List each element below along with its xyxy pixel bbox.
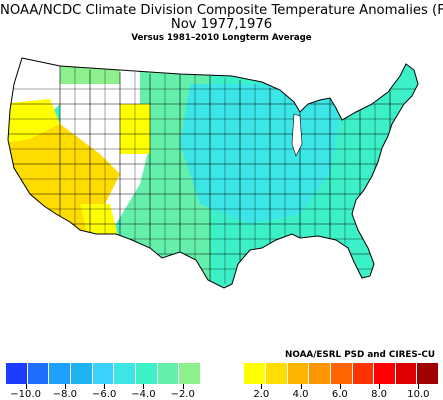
division-boundaries (8, 58, 418, 284)
legend-tick-label: 8.0 (371, 389, 388, 400)
legend-swatch (70, 363, 93, 384)
map-title: NOAA/NCDC Climate Division Composite Tem… (0, 3, 443, 18)
legend-swatch (287, 363, 310, 384)
state-boundary-lines (8, 58, 418, 284)
legend-swatch (330, 363, 353, 384)
legend-tick-label: 2.0 (253, 389, 270, 400)
legend-tick (64, 384, 66, 389)
legend-tick-label: 10.0 (407, 389, 430, 400)
legend-tick-label: −6.0 (92, 389, 117, 400)
map-period: Nov 1977,1976 (170, 17, 273, 32)
legend-tick-label: −8.0 (52, 389, 78, 400)
color-bar-ticks (6, 384, 438, 389)
color-bar (6, 363, 439, 384)
legend-swatch (309, 363, 331, 384)
map-baseline: Versus 1981–2010 Longterm Average (131, 33, 312, 43)
legend-tick (25, 384, 27, 389)
legend-swatch (135, 363, 158, 384)
legend-swatch (6, 363, 28, 384)
anomaly-map (7, 57, 419, 289)
legend-swatch (417, 363, 439, 384)
legend-swatch (92, 363, 115, 384)
legend-tick (418, 384, 420, 389)
legend-tick (339, 384, 341, 389)
legend-swatch (200, 363, 223, 384)
legend-tick (143, 384, 145, 389)
legend-tick-label: −2.0 (170, 389, 195, 400)
legend-swatch (157, 363, 180, 384)
region-oregon-idaho (8, 99, 60, 144)
legend-tick (182, 384, 184, 389)
division-lines (8, 58, 418, 284)
legend-tick-label: −10.0 (10, 389, 41, 400)
legend-swatch (179, 363, 201, 384)
legend-swatch (49, 363, 71, 384)
lake-michigan (291, 113, 303, 157)
legend-tick (379, 384, 381, 389)
legend-swatch (374, 363, 396, 384)
legend-swatch (265, 363, 288, 384)
legend-swatch (395, 363, 418, 384)
legend-tick-label: 4.0 (292, 389, 309, 400)
legend-tick (261, 384, 263, 389)
legend-tick-label: −4.0 (131, 389, 156, 400)
legend-swatch (27, 363, 50, 384)
legend-swatch (244, 363, 266, 384)
legend-swatch (114, 363, 136, 384)
legend-tick (104, 384, 106, 389)
legend-swatch (352, 363, 375, 384)
legend-tick-label: 6.0 (331, 389, 348, 400)
legend-swatch (222, 363, 245, 384)
us-outline (7, 57, 419, 289)
credit-label: NOAA/ESRL PSD and CIRES-CU (284, 350, 435, 360)
legend-tick (300, 384, 302, 389)
